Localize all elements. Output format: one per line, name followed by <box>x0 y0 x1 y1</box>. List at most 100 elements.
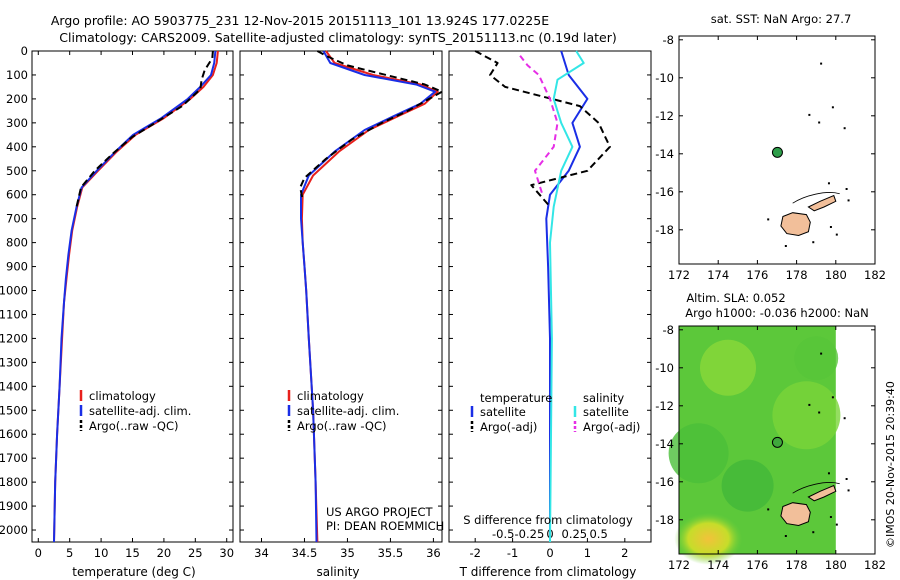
islet-mark <box>820 62 823 65</box>
sla_map-ytick-label: -12 <box>655 399 674 413</box>
temperature-xtick-label: 15 <box>125 546 140 560</box>
sla_map-frame <box>678 325 876 555</box>
temperature-frame <box>31 50 234 543</box>
difference-t-tick-label: -2 <box>469 546 480 560</box>
difference-s-tick-label: -0.25 <box>515 527 545 541</box>
sst_map-ytick-label: -12 <box>655 109 674 123</box>
depth-tick-label: 1400 <box>0 379 28 393</box>
sst_map-ytick-label: -8 <box>663 33 674 47</box>
islet-mark <box>847 489 850 492</box>
sla-field-patch <box>794 336 839 381</box>
t-difference-xlabel: T difference from climatology <box>459 565 637 579</box>
islet-mark <box>767 508 770 511</box>
reef-line <box>792 482 840 494</box>
title-line-1: Argo profile: AO 5903775_231 12-Nov-2015… <box>51 13 549 28</box>
depth-tick-label: 1100 <box>0 307 28 321</box>
sst_map-ytick-label: -16 <box>655 185 674 199</box>
sla_map-xtick-label: 180 <box>825 558 847 572</box>
legend-label: Argo(-adj) <box>583 420 640 434</box>
islet-mark <box>829 516 832 518</box>
temperature-xtick-label: 10 <box>94 546 109 560</box>
difference-s-tick-label: 0.25 <box>562 527 588 541</box>
salinity-series-line <box>300 50 437 543</box>
islet-mark <box>845 188 848 190</box>
sla_map-xtick-label: 174 <box>707 558 729 572</box>
temperature-xtick-label: 0 <box>35 546 42 560</box>
sst-map-title: sat. SST: NaN Argo: 27.7 <box>711 12 852 26</box>
argo-float-marker <box>771 436 783 448</box>
depth-tick-label: 100 <box>6 68 28 82</box>
islet-mark <box>845 478 848 480</box>
difference-t-tick-label: -1 <box>507 546 518 560</box>
sst_map-ytick-label: -10 <box>655 71 674 85</box>
islet-mark <box>808 113 811 116</box>
depth-tick-label: 900 <box>6 260 28 274</box>
sst_map-ytick-label: -14 <box>655 147 674 161</box>
depth-tick-label: 1500 <box>0 403 28 417</box>
salinity-xtick-label: 34 <box>254 546 269 560</box>
islet-mark <box>829 226 832 228</box>
sst_map-ytick-label: -18 <box>655 223 674 237</box>
legend-label: Argo(..raw -QC) <box>297 419 387 433</box>
island-shape <box>807 194 837 212</box>
islet-mark <box>835 233 838 236</box>
sst_map-frame <box>678 35 876 265</box>
salinity-series-line <box>299 50 443 200</box>
argo-float-marker <box>771 146 783 158</box>
sla_map-ytick-label: -10 <box>655 361 674 375</box>
islet-mark <box>831 106 834 109</box>
temperature-xtick-label: 5 <box>66 546 73 560</box>
difference-s-tick-label: 0.5 <box>589 527 607 541</box>
sla_map-ytick-label: -8 <box>663 323 674 337</box>
difference-t-tick-label: 0 <box>546 546 553 560</box>
temperature-series-line <box>75 50 214 207</box>
salinity-xtick-label: 35.5 <box>378 546 404 560</box>
temperature-xlabel: temperature (deg C) <box>72 565 195 579</box>
legend-label: climatology <box>297 389 364 403</box>
temperature-series-line <box>53 50 217 543</box>
legend-label: satellite-adj. clim. <box>89 404 191 418</box>
islet-mark <box>831 396 834 399</box>
sla_map-xtick-label: 182 <box>864 558 886 572</box>
sla-field-patch <box>668 423 729 484</box>
sla_map-xtick-label: 172 <box>668 558 690 572</box>
pi-label: PI: DEAN ROEMMICH <box>326 519 444 533</box>
s-difference-xlabel: S difference from climatology <box>463 513 633 527</box>
salinity-xlabel: salinity <box>316 565 359 579</box>
islet-mark <box>784 535 787 537</box>
island-shape <box>780 212 811 237</box>
salinity-xtick-label: 34.5 <box>292 546 318 560</box>
islet-mark <box>843 417 846 420</box>
sst_map-xtick-label: 176 <box>746 268 768 282</box>
legend-label: Argo(..raw -QC) <box>89 419 179 433</box>
legend-label: climatology <box>89 389 156 403</box>
sla-field-patch <box>772 381 841 450</box>
sla_map-ytick-label: -16 <box>655 475 674 489</box>
sla_map-xtick-label: 178 <box>786 558 808 572</box>
legend-label: satellite <box>583 405 629 419</box>
depth-tick-label: 1200 <box>0 331 28 345</box>
depth-tick-label: 500 <box>6 164 28 178</box>
islet-mark <box>843 127 846 130</box>
temperature-panel: 0100200300400500600700800900100011001200… <box>0 44 234 560</box>
depth-tick-label: 1300 <box>0 355 28 369</box>
temperature-xtick-label: 25 <box>188 546 203 560</box>
depth-tick-label: 1800 <box>0 475 28 489</box>
difference-t-tick-label: 1 <box>584 546 591 560</box>
sla-map-title-1: Altim. SLA: 0.052 <box>686 291 785 305</box>
temperature-series-line <box>53 50 219 543</box>
islet-mark <box>835 523 838 526</box>
sst_map-xtick-label: 174 <box>707 268 729 282</box>
legend-label: satellite-adj. clim. <box>297 404 399 418</box>
sla-field-patch <box>700 339 756 396</box>
sla_map-ytick-label: -18 <box>655 513 674 527</box>
title-line-2: Climatology: CARS2009. Satellite-adjuste… <box>59 30 616 45</box>
depth-tick-label: 0 <box>21 44 28 58</box>
depth-tick-label: 700 <box>6 212 28 226</box>
sla-high-anomaly <box>674 512 743 565</box>
sst_map-xtick-label: 182 <box>864 268 886 282</box>
legend-title-temperature: temperature <box>480 391 552 405</box>
legend-label: satellite <box>480 405 526 419</box>
temperature-xtick-label: 30 <box>219 546 234 560</box>
